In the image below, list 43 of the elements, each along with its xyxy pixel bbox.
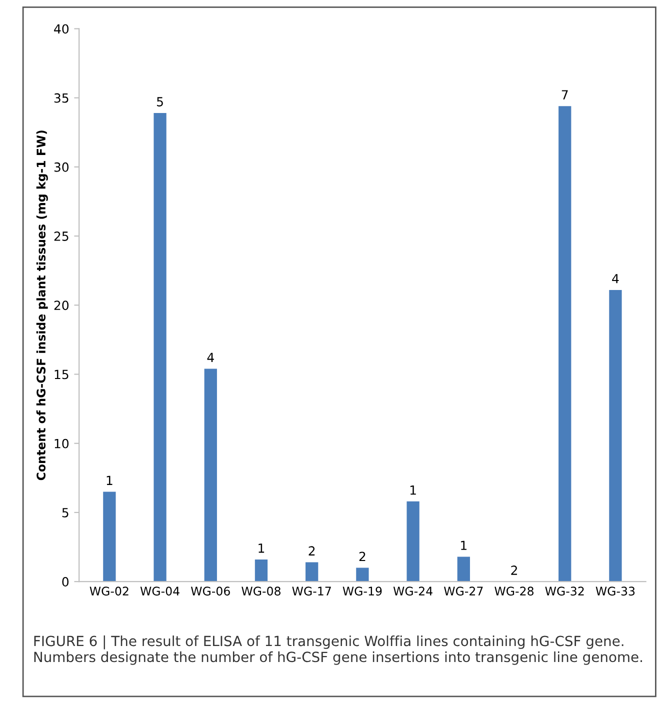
annotation: 2	[511, 566, 517, 575]
x-tick-label: WG-33	[596, 586, 635, 596]
bar	[103, 492, 116, 582]
x-tick-label: WG-24	[393, 586, 432, 596]
y-tick-label: 5	[62, 508, 68, 518]
bar	[204, 368, 217, 582]
x-tick-label: WG-08	[242, 586, 280, 596]
annotation: 4	[207, 352, 214, 362]
annotation: 2	[308, 546, 315, 556]
annotation: 1	[106, 476, 112, 485]
x-tick-label: WG-06	[190, 586, 230, 596]
annotation: 1	[258, 544, 264, 553]
y-tick-label: 25	[54, 232, 68, 241]
y-tick-label: 15	[54, 370, 68, 380]
annotation: 1	[461, 540, 466, 550]
y-tick-label: 35	[54, 93, 68, 103]
caption: FIGURE 6 | The result of ELISA of 11 transgenic Wolffia lines containing hG-CSF gene. Numbers designate the number of hG-CSF gene insertions into transgenic line genome.	[34, 635, 642, 665]
x-tick-label: WG-28	[494, 586, 534, 596]
bar	[457, 556, 470, 582]
bar	[306, 562, 318, 582]
bar	[558, 106, 572, 582]
bar	[609, 290, 622, 582]
y-tick-label: 40	[54, 24, 69, 34]
annotation: 1	[410, 486, 416, 495]
annotation: 5	[157, 97, 163, 106]
bar	[254, 559, 268, 582]
x-tick-label: WG-19	[342, 586, 382, 596]
x-tick-label: WG-04	[140, 586, 180, 596]
bar	[406, 501, 420, 582]
annotation: 2	[359, 552, 366, 561]
y-tick-label: 10	[54, 438, 69, 448]
annotation: 7	[562, 90, 568, 100]
annotation: 4	[612, 274, 619, 284]
x-tick-label: WG-17	[292, 586, 331, 596]
y-tick-label: 30	[54, 162, 69, 172]
y-tick-label: 20	[54, 300, 69, 310]
x-tick-label: WG-27	[444, 586, 483, 596]
y-tick-label: 0	[62, 577, 69, 587]
x-tick-label: WG-32	[545, 586, 584, 596]
x-tick-label: WG-02	[90, 586, 128, 596]
y-axis-title: Content of hG-CSF inside plant tissues (mg kg-1 FW)	[36, 130, 48, 480]
bar	[356, 568, 369, 582]
bar	[154, 113, 166, 582]
